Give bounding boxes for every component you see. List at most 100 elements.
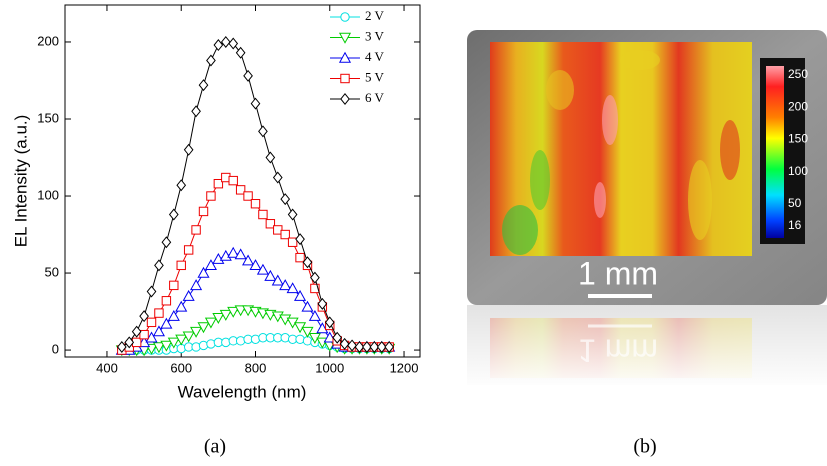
marker	[279, 279, 292, 291]
marker	[258, 125, 268, 138]
marker	[212, 313, 225, 324]
x-tick-label: 800	[245, 360, 267, 375]
marker	[152, 325, 165, 337]
marker	[176, 260, 186, 271]
x-tick-label: 600	[170, 360, 192, 375]
marker	[152, 342, 165, 354]
legend-label: 2 V	[365, 8, 385, 23]
marker	[265, 219, 276, 229]
marker	[340, 73, 350, 84]
x-tick-label: 1200	[390, 360, 419, 375]
marker	[213, 178, 224, 189]
marker	[271, 274, 284, 286]
marker	[294, 289, 307, 301]
marker	[264, 269, 277, 281]
colorbar-label: 150	[788, 132, 808, 146]
legend-label: 4 V	[365, 49, 385, 64]
marker	[182, 331, 195, 343]
marker	[295, 334, 305, 344]
marker	[243, 69, 253, 82]
marker	[354, 340, 365, 353]
y-tick-label: 200	[37, 33, 59, 48]
marker	[175, 334, 188, 346]
marker	[256, 263, 269, 275]
x-tick-label: 1000	[315, 360, 344, 375]
marker	[287, 237, 298, 247]
marker	[139, 329, 149, 340]
marker	[161, 236, 172, 249]
marker	[146, 317, 157, 328]
marker	[250, 97, 261, 110]
marker	[243, 191, 253, 201]
marker	[384, 340, 395, 353]
marker	[182, 289, 195, 301]
image-panel: 1 mm 1 mm	[467, 30, 827, 390]
marker	[362, 340, 372, 353]
marker	[220, 35, 231, 48]
y-tick-label: 150	[37, 110, 59, 125]
marker	[154, 308, 164, 318]
scale-label: 1 mm	[578, 255, 658, 291]
marker	[340, 93, 350, 105]
x-axis-label: Wavelength (nm)	[178, 382, 307, 401]
marker	[234, 248, 247, 260]
colorbar-label: 200	[788, 99, 808, 113]
marker	[227, 246, 240, 258]
marker	[204, 317, 217, 329]
marker	[242, 254, 255, 266]
marker	[308, 309, 321, 321]
marker	[197, 322, 210, 334]
marker	[301, 326, 314, 338]
y-axis-label: EL Intensity (a.u.)	[11, 115, 30, 248]
marker	[124, 336, 135, 349]
legend-label: 3 V	[365, 28, 385, 43]
y-tick-label: 100	[37, 187, 59, 202]
marker	[280, 193, 291, 206]
y-tick-label: 0	[52, 342, 59, 357]
marker	[280, 333, 290, 343]
marker	[310, 271, 320, 284]
line-chart: Wavelength (nm) EL Intensity (a.u.) 400 6…	[11, 4, 421, 401]
marker	[145, 331, 158, 343]
marker	[347, 339, 357, 352]
marker	[235, 46, 246, 59]
marker	[191, 105, 201, 118]
marker	[287, 208, 298, 221]
marker	[272, 171, 283, 184]
marker	[146, 285, 157, 298]
marker	[228, 37, 239, 50]
marker	[206, 191, 216, 201]
marker	[139, 310, 149, 323]
colorbar-label: 16	[788, 218, 802, 232]
marker	[160, 340, 173, 352]
marker	[227, 306, 240, 318]
marker	[190, 326, 203, 338]
marker	[258, 209, 268, 220]
marker	[286, 282, 299, 294]
marker	[301, 300, 314, 312]
marker	[167, 337, 180, 349]
colorbar	[766, 66, 784, 238]
marker	[250, 199, 261, 209]
marker	[190, 279, 203, 291]
marker	[191, 225, 201, 235]
marker	[176, 179, 187, 192]
marker	[339, 337, 350, 350]
marker	[249, 259, 262, 271]
marker	[175, 300, 188, 312]
reflection-fade	[467, 305, 827, 390]
marker	[168, 208, 179, 221]
legend-label: 6 V	[365, 90, 385, 105]
marker	[116, 340, 127, 353]
marker	[324, 316, 335, 329]
legend-label: 5 V	[365, 69, 385, 84]
marker	[295, 233, 305, 246]
marker	[280, 229, 290, 240]
marker	[235, 185, 246, 195]
marker	[206, 54, 216, 67]
marker	[219, 309, 232, 321]
colorbar-label: 250	[788, 67, 808, 81]
marker	[213, 39, 224, 52]
marker	[204, 259, 217, 271]
